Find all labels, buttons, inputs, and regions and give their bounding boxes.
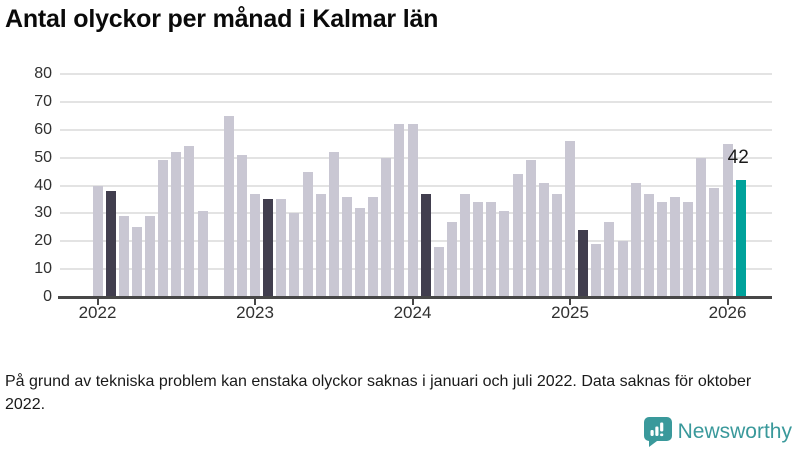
bar (630, 182, 641, 297)
bar (617, 241, 628, 297)
bar (263, 199, 274, 297)
chart-title: Antal olyckor per månad i Kalmar län (5, 5, 439, 33)
tick-mark (569, 299, 571, 305)
bar (197, 210, 208, 297)
bar (591, 244, 602, 297)
bar (722, 143, 733, 297)
bar (171, 152, 182, 297)
bar (381, 157, 392, 297)
newsworthy-icon (643, 417, 672, 447)
plot-area: 42 (60, 73, 772, 297)
bar (105, 191, 116, 297)
y-axis-label: 70 (34, 92, 52, 110)
gridline (60, 73, 772, 75)
footnote: På grund av tekniska problem kan enstaka… (5, 373, 752, 413)
bar (551, 193, 562, 297)
newsworthy-logo-text: Newsworthy (677, 420, 792, 443)
bar (341, 196, 352, 297)
y-axis-label: 10 (34, 260, 52, 278)
y-axis-label: 0 (43, 288, 52, 305)
bar (499, 210, 510, 297)
bar (420, 193, 431, 297)
bar (446, 221, 457, 297)
x-axis-label: 2022 (78, 303, 117, 322)
bar (683, 202, 694, 297)
x-axis-label: 2025 (551, 303, 589, 322)
bar (696, 157, 707, 297)
bar (486, 202, 497, 297)
bar (92, 185, 103, 297)
y-axis-label: 40 (34, 176, 52, 194)
x-axis-label: 2026 (708, 303, 747, 322)
bar (709, 188, 720, 297)
bar (525, 160, 536, 297)
bar (145, 216, 155, 297)
bar (643, 193, 654, 297)
bar (236, 154, 247, 297)
y-axis-label: 20 (34, 232, 52, 250)
x-axis-label: 2023 (236, 303, 274, 322)
gridline (60, 100, 772, 103)
bar-value-label: 42 (727, 146, 749, 168)
bar (184, 146, 195, 297)
y-axis-label: 30 (34, 204, 52, 222)
tick-mark (254, 299, 256, 305)
x-axis-line (58, 296, 772, 299)
tick-mark (726, 299, 729, 305)
bar (158, 160, 169, 297)
bar (735, 179, 746, 297)
bar (302, 171, 313, 297)
bar (512, 174, 523, 297)
bar (368, 196, 379, 297)
bar (433, 246, 444, 297)
bar (604, 221, 615, 297)
bar (289, 213, 300, 297)
bar-chart: 42 0 10 20 30 40 50 60 70 80 2022 2023 2024 2025 2026 (34, 65, 772, 322)
bar (250, 193, 260, 297)
tick-mark (96, 299, 99, 305)
bar (473, 202, 484, 297)
bar (538, 182, 549, 297)
newsworthy-logo[interactable]: Newsworthy (643, 417, 792, 447)
y-axis-label: 80 (34, 65, 52, 82)
bar (578, 230, 589, 297)
bar (315, 193, 326, 297)
bar (394, 124, 405, 297)
bar (328, 152, 339, 297)
bar (355, 207, 365, 297)
y-axis-label: 50 (34, 148, 52, 166)
y-axis-label: 60 (34, 120, 52, 138)
bar (118, 216, 129, 297)
bar (407, 124, 418, 297)
bar (460, 193, 470, 297)
x-axis-label: 2024 (393, 303, 432, 322)
bar (131, 227, 142, 297)
tick-mark (411, 299, 414, 305)
bar (670, 196, 680, 297)
bar (276, 199, 287, 297)
bar (223, 115, 234, 297)
bar (656, 202, 667, 297)
bar (565, 140, 575, 297)
